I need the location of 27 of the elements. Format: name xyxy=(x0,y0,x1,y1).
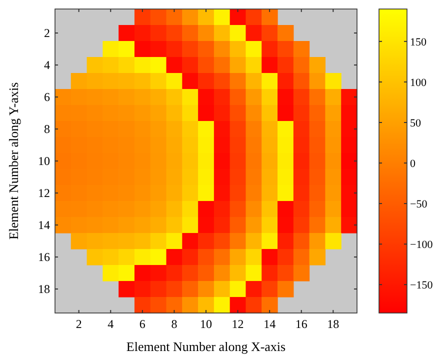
color-bar-label: 50 xyxy=(410,117,422,130)
y-tick-label: 10 xyxy=(38,154,50,168)
color-bar-label: −50 xyxy=(410,198,428,210)
y-tick-label: 4 xyxy=(44,58,50,72)
y-axis-title: Element Number along Y-axis xyxy=(6,82,21,240)
x-tick-label: 8 xyxy=(171,317,178,331)
y-tick-label: 16 xyxy=(38,250,50,264)
x-tick-label: 14 xyxy=(264,317,276,331)
y-tick-label: 12 xyxy=(38,186,50,200)
x-tick-label: 2 xyxy=(76,317,82,331)
x-tick-label: 16 xyxy=(295,317,308,331)
color-bar-label: 0 xyxy=(410,158,416,170)
y-tick-label: 18 xyxy=(38,282,50,296)
y-tick-label: 6 xyxy=(44,90,50,104)
x-tick-label: 12 xyxy=(232,317,244,331)
x-tick-label: 6 xyxy=(139,317,146,331)
color-bar-label: −100 xyxy=(410,238,434,251)
color-bar-label: −150 xyxy=(410,279,434,292)
y-tick-label: 2 xyxy=(44,26,50,40)
color-bar-label: 100 xyxy=(410,76,427,89)
y-tick-label: 14 xyxy=(38,218,50,232)
x-tick-label: 18 xyxy=(327,317,340,331)
x-axis-title: Element Number along X-axis xyxy=(126,339,286,354)
y-tick-label: 8 xyxy=(44,122,50,136)
color-bar-label: 150 xyxy=(410,36,427,48)
x-tick-label: 4 xyxy=(108,317,114,331)
x-tick-label: 10 xyxy=(200,317,212,331)
